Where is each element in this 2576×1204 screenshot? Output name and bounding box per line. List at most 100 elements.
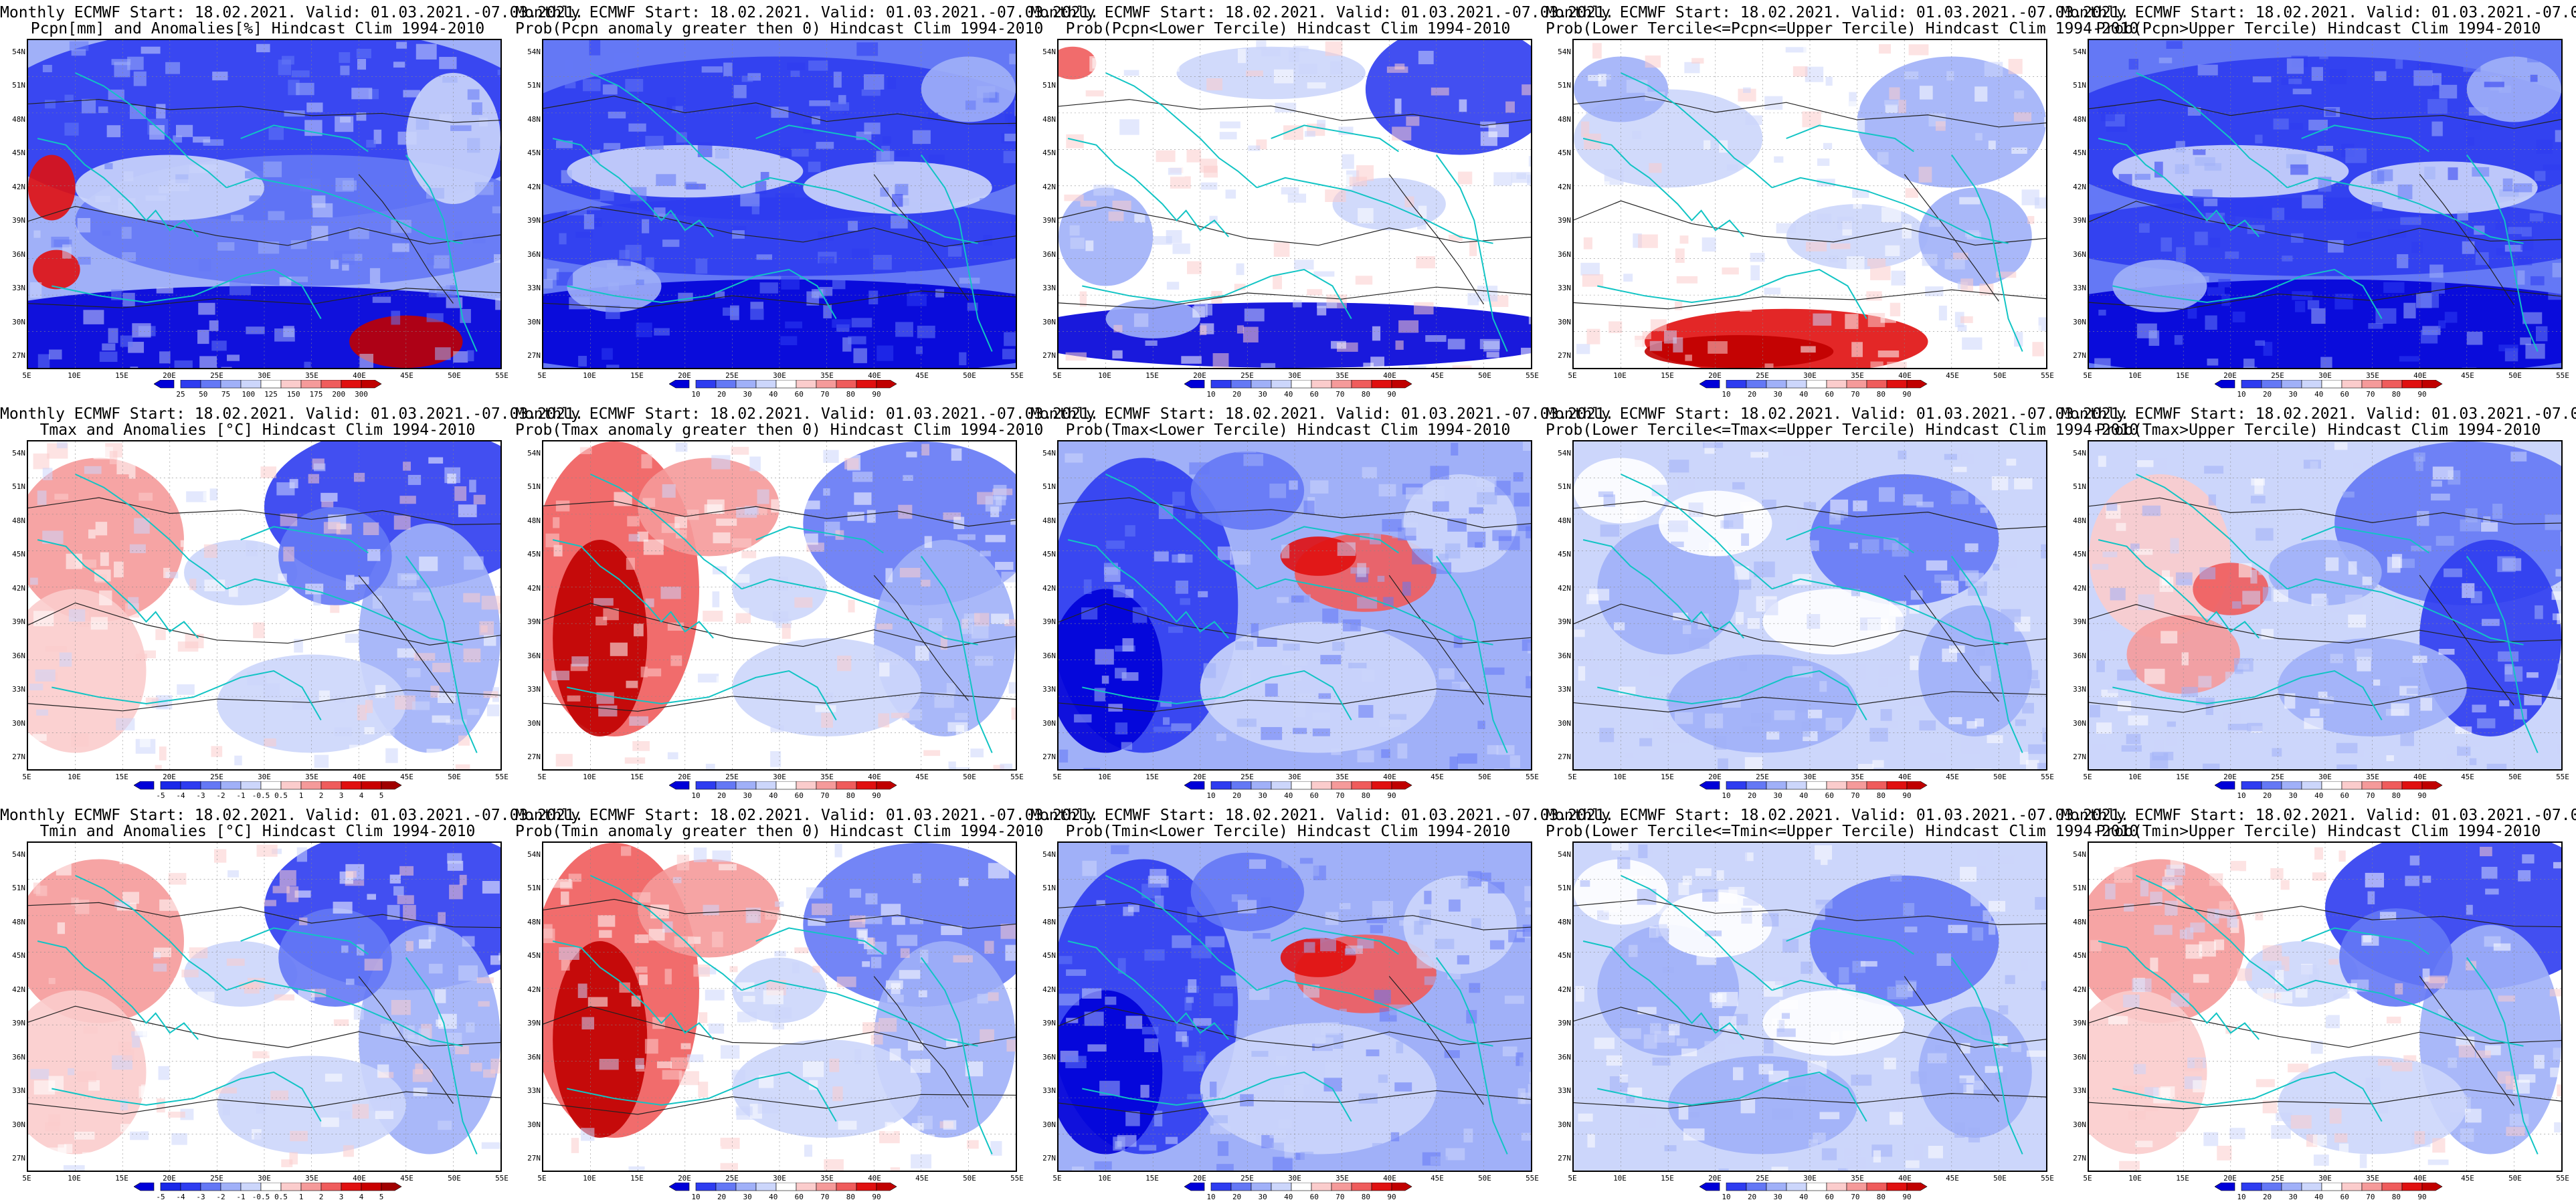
field-speckle — [1511, 676, 1524, 690]
field-speckle — [640, 666, 648, 678]
field-speckle — [1287, 193, 1307, 203]
field-speckle — [446, 297, 463, 308]
field-speckle — [375, 685, 386, 698]
colorbar-swatch — [669, 781, 690, 790]
field-speckle — [1295, 1152, 1305, 1161]
field-speckle — [632, 740, 650, 751]
lon-tick-label: 35E — [1336, 773, 1349, 781]
field-speckle — [1486, 352, 1499, 358]
field-speckle — [1449, 899, 1461, 912]
field-speckle — [2472, 167, 2490, 177]
field-speckle — [1277, 597, 1289, 603]
lat-tick-label: 48N — [12, 917, 25, 926]
field-speckle — [1944, 1028, 1957, 1035]
field-speckle — [1697, 613, 1709, 629]
colorbar-tick-label: 60 — [1309, 1193, 1319, 1201]
field-speckle — [1000, 763, 1012, 769]
field-speckle — [2015, 719, 2026, 726]
field-speckle — [2401, 677, 2421, 689]
field-speckle — [545, 533, 559, 548]
colorbar-swatch — [755, 380, 777, 389]
field-speckle — [602, 348, 613, 360]
field-speckle — [2011, 1044, 2021, 1052]
lat-tick-label: 39N — [1558, 216, 1571, 225]
colorbar-tick-label: -1 — [236, 791, 246, 800]
lon-tick-label: 55E — [1526, 371, 1539, 380]
field-speckle — [662, 484, 676, 498]
field-speckle — [84, 466, 102, 474]
field-speckle — [898, 198, 909, 206]
colorbar-swatch — [856, 781, 877, 790]
field-speckle — [1069, 225, 1080, 236]
field-speckle — [708, 1023, 725, 1034]
field-speckle — [569, 297, 590, 310]
field-speckle — [571, 1138, 579, 1153]
field-speckle — [2114, 867, 2133, 883]
colorbar-swatch — [816, 1183, 837, 1191]
field-speckle — [359, 353, 374, 368]
panel-title-line1: Monthly ECMWF Start: 18.02.2021. Valid: … — [1030, 4, 1615, 21]
map-field — [542, 841, 1017, 1172]
field-speckle — [965, 100, 976, 110]
field-speckle — [2498, 995, 2515, 1002]
field-speckle — [33, 453, 50, 470]
field-speckle — [676, 132, 687, 143]
field-speckle — [1964, 543, 1979, 553]
field-speckle — [1872, 760, 1884, 768]
coastline — [2136, 72, 2288, 189]
map-panel-tmin-anom: Monthly ECMWF Start: 18.02.2021. Valid: … — [0, 803, 583, 1204]
field-speckle — [2144, 1104, 2158, 1112]
field-speckle — [1801, 451, 1811, 462]
field-speckle — [642, 498, 656, 508]
field-speckle — [1976, 649, 1985, 656]
field-speckle — [88, 1080, 100, 1091]
lat-tick-label: 36N — [2073, 249, 2086, 259]
field-speckle — [2043, 723, 2046, 733]
coastline — [1597, 1071, 1867, 1122]
field-speckle — [1293, 137, 1301, 143]
field-speckle — [676, 854, 690, 871]
field-speckle — [1331, 174, 1353, 189]
field-speckle — [838, 95, 846, 104]
field-speckle — [1847, 118, 1865, 134]
coastline — [1271, 526, 1399, 554]
field-speckle — [238, 921, 252, 930]
coastline — [2112, 1071, 2383, 1122]
field-speckle — [77, 1071, 96, 1082]
field-speckle — [596, 692, 614, 704]
lon-tick-label: 35E — [2366, 1174, 2379, 1183]
lon-tick-label: 15E — [1145, 773, 1159, 781]
colorbar-swatch — [1806, 781, 1827, 790]
field-speckle — [1290, 666, 1301, 682]
field-speckle — [1444, 1050, 1460, 1058]
field-speckle — [228, 586, 238, 597]
field-speckle — [2455, 726, 2472, 734]
colorbar-tick-label: 20 — [1747, 390, 1757, 399]
field-speckle — [2520, 337, 2531, 345]
field-speckle — [716, 518, 737, 526]
field-speckle — [543, 279, 553, 289]
lat-tick-label: 30N — [2073, 1120, 2086, 1129]
field-speckle — [290, 1130, 308, 1142]
field-speckle — [1592, 43, 1602, 59]
field-speckle — [1219, 158, 1234, 167]
field-speckle — [749, 767, 767, 769]
field-speckle — [1520, 1057, 1531, 1070]
field-speckle — [1108, 704, 1123, 712]
field-speckle — [971, 625, 989, 639]
field-speckle — [1160, 701, 1172, 707]
field-speckle — [1701, 237, 1716, 252]
field-speckle — [856, 42, 879, 56]
field-speckle — [64, 122, 79, 136]
lon-tick-label: 50E — [963, 773, 976, 781]
field-speckle — [837, 656, 852, 672]
field-speckle — [917, 325, 935, 338]
coastline — [1435, 957, 1508, 1155]
field-speckle — [1583, 237, 1592, 249]
field-speckle — [1750, 452, 1768, 458]
field-speckle — [99, 351, 118, 363]
field-speckle — [2365, 872, 2385, 888]
field-speckle — [1220, 975, 1240, 987]
field-speckle — [2021, 325, 2041, 335]
field-speckle — [1910, 699, 1923, 706]
